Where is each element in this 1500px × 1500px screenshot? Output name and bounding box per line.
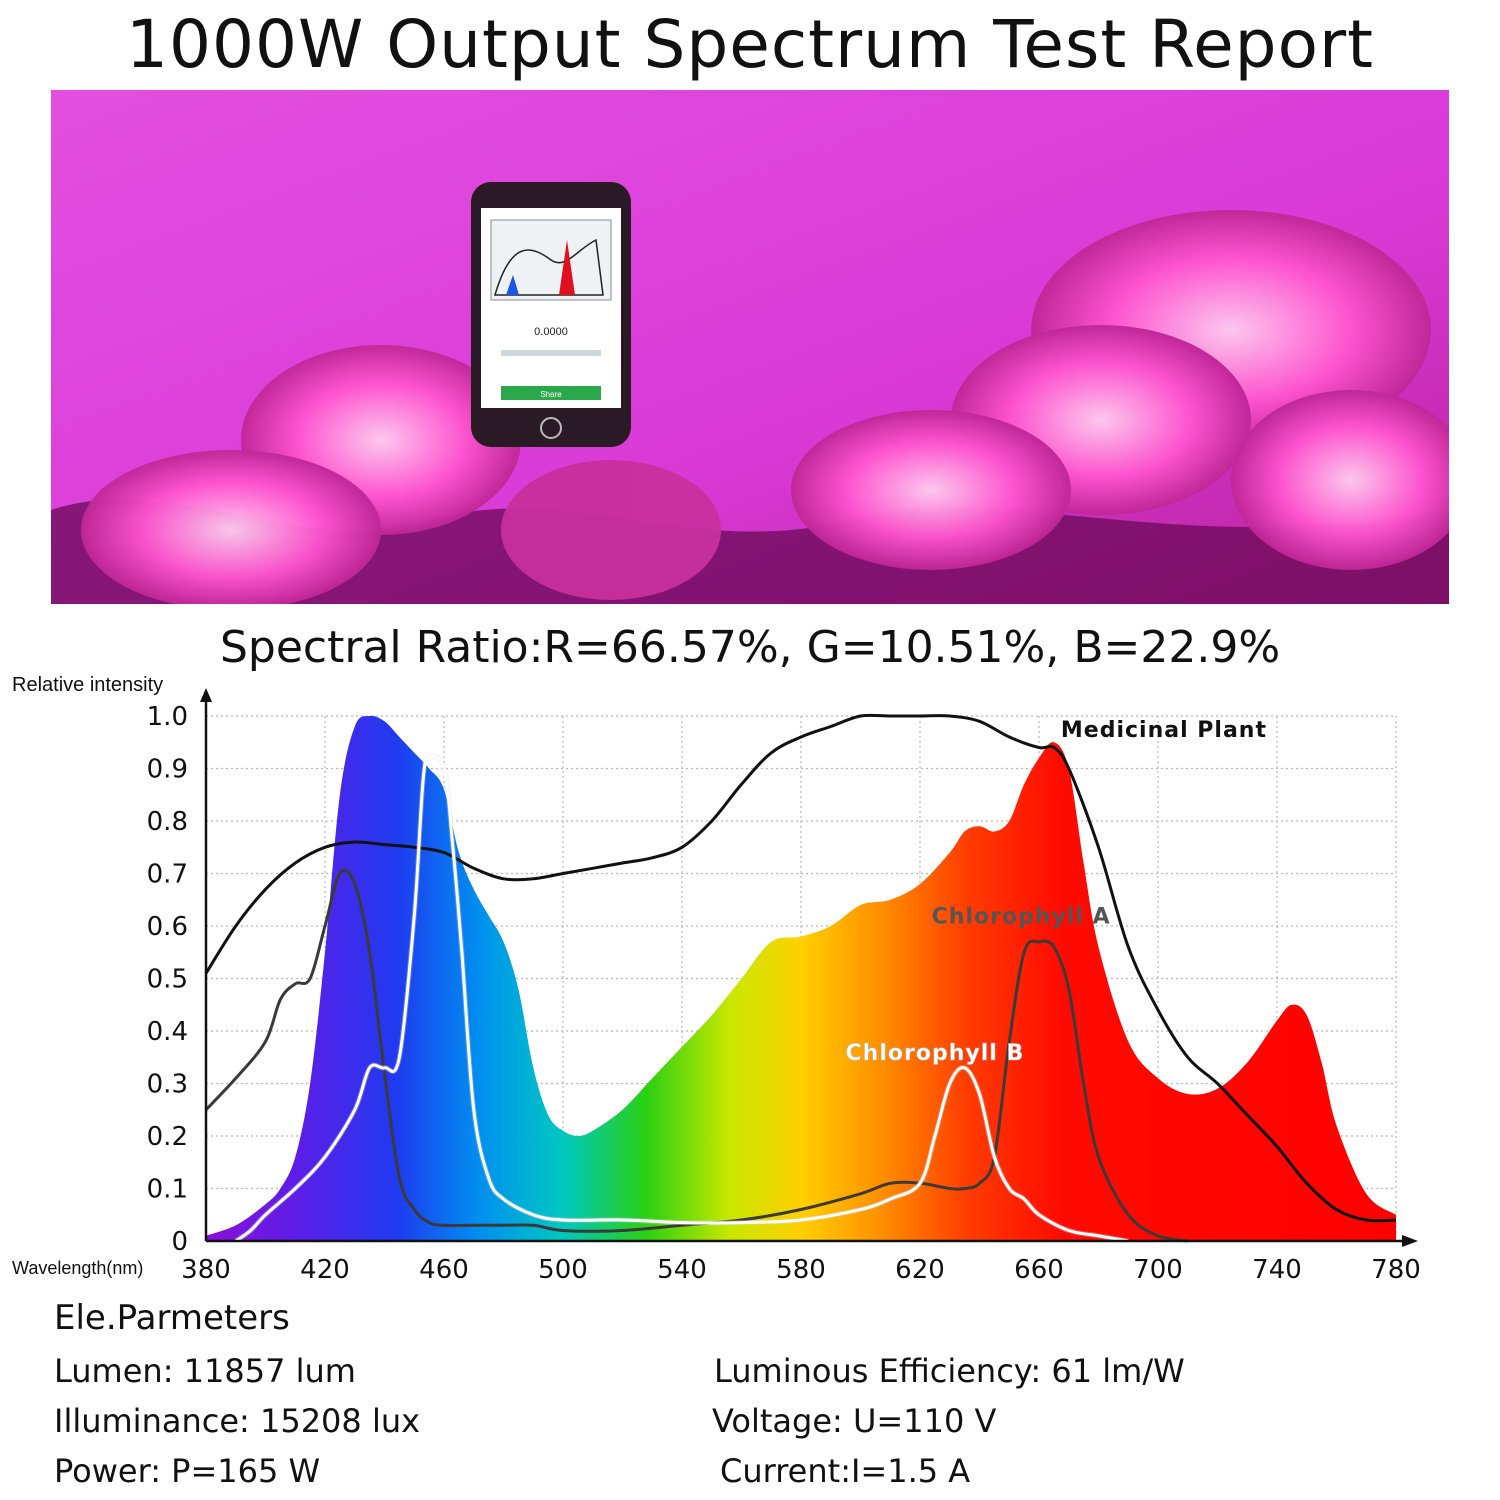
annotation-label: Chlorophyll A — [932, 904, 1111, 929]
x-tick-label: 620 — [895, 1255, 945, 1285]
y-tick-label: 0.6 — [147, 912, 188, 942]
chlorophyll-b-line — [234, 755, 1129, 1243]
x-tick-label: 780 — [1371, 1255, 1421, 1285]
params-title: Ele.Parmeters — [54, 1298, 290, 1338]
chart-labels: 380 420 460 500 540 580 620 660 700 740 780 0 0.1 0.2… — [12, 674, 1421, 1285]
x-tick-label: 740 — [1252, 1255, 1302, 1285]
current-value: Current:I=1.5 A — [720, 1452, 971, 1490]
chart-line-layer — [204, 713, 1397, 1244]
y-tick-label: 1.0 — [147, 702, 188, 732]
product-photo: 0.0000 Share — [51, 90, 1449, 604]
y-tick-label: 0.7 — [147, 860, 188, 890]
x-tick-label: 540 — [657, 1255, 707, 1285]
spectrum-chart: 380 420 460 500 540 580 620 660 700 740 780 0 0.1 0.2… — [12, 674, 1421, 1285]
y-tick-label: 0.1 — [147, 1175, 188, 1205]
y-tick-label: 0 — [171, 1227, 188, 1257]
x-axis-arrow — [1402, 1235, 1418, 1247]
y-axis-arrow — [200, 688, 212, 702]
lumen-value: Lumen: 11857 lum — [54, 1352, 356, 1390]
page-title: 1000W Output Spectrum Test Report — [126, 6, 1374, 83]
spectrum-area — [206, 715, 1396, 1241]
svg-text:0.0000: 0.0000 — [534, 326, 568, 338]
y-tick-label: 0.5 — [147, 965, 188, 995]
y-tick-label: 0.8 — [147, 807, 188, 837]
x-tick-label: 700 — [1133, 1255, 1183, 1285]
chart-area-layer — [206, 715, 1396, 1241]
annotation-label: Medicinal Plant — [1061, 718, 1267, 743]
x-tick-label: 500 — [538, 1255, 588, 1285]
y-tick-label: 0.2 — [147, 1122, 188, 1152]
x-tick-label: 580 — [776, 1255, 826, 1285]
y-tick-label: 0.9 — [147, 755, 188, 785]
x-tick-label: 380 — [181, 1255, 231, 1285]
x-tick-label: 660 — [1014, 1255, 1064, 1285]
x-tick-label: 420 — [300, 1255, 350, 1285]
medicinal-plant-line — [204, 713, 1397, 1223]
chart-axes — [200, 688, 1418, 1247]
y-tick-label: 0.3 — [147, 1070, 188, 1100]
illuminance-value: Illuminance: 15208 lux — [54, 1402, 421, 1440]
annotation-label: Chlorophyll B — [846, 1041, 1025, 1066]
phone-illustration: 0.0000 Share — [471, 182, 631, 447]
spectral-ratio: Spectral Ratio:R=66.57%, G=10.51%, B=22.… — [220, 622, 1281, 673]
chlorophyll-a-line — [204, 868, 1189, 1243]
voltage-value: Voltage: U=110 V — [712, 1402, 997, 1440]
y-axis-title: Relative intensity — [12, 674, 163, 696]
lily-grow-light-illustration: 0.0000 Share — [51, 90, 1449, 604]
efficiency-value: Luminous Efficiency: 61 lm/W — [714, 1352, 1185, 1390]
power-value: Power: P=165 W — [54, 1452, 321, 1490]
x-tick-label: 460 — [419, 1255, 469, 1285]
y-tick-label: 0.4 — [147, 1017, 188, 1047]
svg-text:Share: Share — [540, 390, 562, 399]
x-axis-title: Wavelength(nm) — [12, 1258, 143, 1278]
